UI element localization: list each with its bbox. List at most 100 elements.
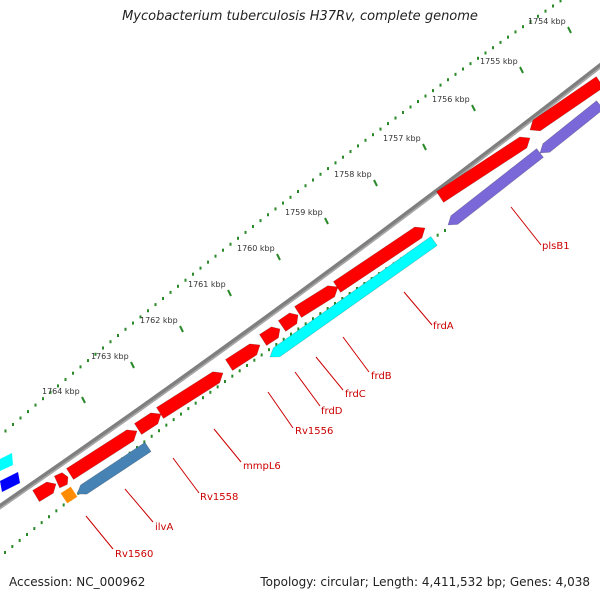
gene-leader-line <box>172 457 200 494</box>
inner-tick-dot <box>238 369 241 373</box>
tick-label: 1754 kbp <box>528 17 566 26</box>
gene-label-Rv1556: Rv1556 <box>295 426 333 437</box>
outer-tick-dot <box>297 190 299 193</box>
outer-tick-dot <box>484 51 487 55</box>
gene-label-plsB1: plsB1 <box>542 241 570 252</box>
inner-tick-dot <box>48 515 50 519</box>
tick-label: 1764 kbp <box>42 387 80 396</box>
outer-tick-dot <box>364 138 367 142</box>
outer-tick-dot <box>267 213 269 217</box>
major-tick <box>81 396 86 404</box>
tick-label: 1760 kbp <box>237 244 275 253</box>
gene-leader-line <box>403 291 433 326</box>
outer-tick-dot <box>319 172 322 176</box>
inner-tick-dot <box>194 401 197 405</box>
outer-tick-dot <box>177 284 179 288</box>
gene-arrow-forward <box>294 285 339 318</box>
major-tick <box>567 26 572 34</box>
gene-leader-line <box>315 356 344 391</box>
inner-tick-dot <box>231 374 234 378</box>
gene-arrow-forward <box>277 312 299 332</box>
inner-tick-dot <box>319 312 322 316</box>
outer-tick-dot <box>132 321 134 325</box>
outer-tick-dot <box>544 9 547 13</box>
gene-arrow-forward <box>32 481 57 502</box>
inner-tick-dot <box>436 233 439 237</box>
gene-label-ilvA: ilvA <box>155 522 173 533</box>
backbone-layer <box>0 62 600 510</box>
outer-tick-dot <box>529 19 532 23</box>
gene-arrow-forward <box>259 326 281 346</box>
outer-tick-dot <box>207 260 209 264</box>
outer-tick-dot <box>342 155 344 159</box>
outer-tick-dot <box>192 272 194 276</box>
outer-tick-dot <box>499 40 502 44</box>
outer-tick-dot <box>229 242 232 246</box>
inner-tick-dot <box>253 358 256 362</box>
inner-tick-dot <box>334 302 336 305</box>
gene-leader-line <box>267 391 294 429</box>
inner-tick-dot <box>180 412 182 416</box>
gene-leader-line <box>124 488 154 523</box>
outer-tick-dot <box>289 195 292 199</box>
outer-tick-dot <box>147 309 149 313</box>
outer-tick-dot <box>312 178 314 182</box>
outer-tick-dot <box>109 340 112 344</box>
gene-arrow-frd <box>269 236 438 358</box>
outer-tick-dot <box>349 150 352 154</box>
outer-tick-dot <box>184 278 187 282</box>
inner-tick-dot <box>26 533 28 536</box>
outer-tick-dot <box>72 371 74 375</box>
inner-tick-dot <box>304 322 307 326</box>
outer-tick-dot <box>252 224 254 228</box>
tick-label: 1756 kbp <box>432 95 470 104</box>
outer-tick-dot <box>432 89 434 93</box>
outer-tick-dot <box>559 0 562 3</box>
tick-label: 1757 kbp <box>383 134 421 143</box>
inner-tick-dot <box>312 317 314 321</box>
outer-tick-dot <box>19 416 22 420</box>
outer-tick-dot <box>259 219 262 223</box>
inner-tick-dot <box>260 353 263 357</box>
outer-tick-dot <box>379 127 382 131</box>
tick-label: 1759 kbp <box>285 208 323 217</box>
inner-tick-dot <box>326 307 329 311</box>
outer-tick-dot <box>469 62 472 66</box>
outer-tick-dot <box>222 248 224 252</box>
inner-tick-dot <box>268 348 270 352</box>
outer-tick-dot <box>507 35 509 39</box>
outer-tick-dot <box>402 110 404 114</box>
inner-tick-dot <box>275 342 278 346</box>
outer-tick-dot <box>169 290 172 294</box>
gene-label-frdC: frdC <box>345 389 366 400</box>
map-title: Mycobacterium tuberculosis H37Rv, comple… <box>122 9 478 24</box>
inner-tick-dot <box>444 229 446 232</box>
outer-tick-dot <box>522 25 524 29</box>
outer-tick-dot <box>514 30 517 34</box>
outer-tick-dot <box>327 167 329 171</box>
gene-arrow-purple <box>539 100 600 154</box>
gene-arrow-ilvA <box>76 441 152 495</box>
inner-tick-dot <box>55 509 58 513</box>
outer-tick-dot <box>492 46 494 50</box>
outer-tick-dot <box>87 359 89 363</box>
inner-tick-dot <box>246 364 248 367</box>
major-tick <box>227 289 232 297</box>
outer-tick-dot <box>447 78 449 82</box>
outer-tick-dot <box>477 56 479 60</box>
gene-label-frdB: frdB <box>371 371 392 382</box>
outer-tick-dot <box>274 207 277 211</box>
gene-label-Rv1558: Rv1558 <box>200 492 238 503</box>
inner-tick-dot <box>150 434 153 438</box>
inner-tick-dot <box>172 418 175 422</box>
outer-tick-dot <box>372 133 374 137</box>
major-tick <box>130 361 135 369</box>
backbone-highlight <box>0 66 600 510</box>
outer-tick-dot <box>124 327 127 331</box>
inner-tick-dot <box>11 544 14 548</box>
outer-tick-dot <box>117 334 119 337</box>
inner-tick-dot <box>216 385 219 389</box>
